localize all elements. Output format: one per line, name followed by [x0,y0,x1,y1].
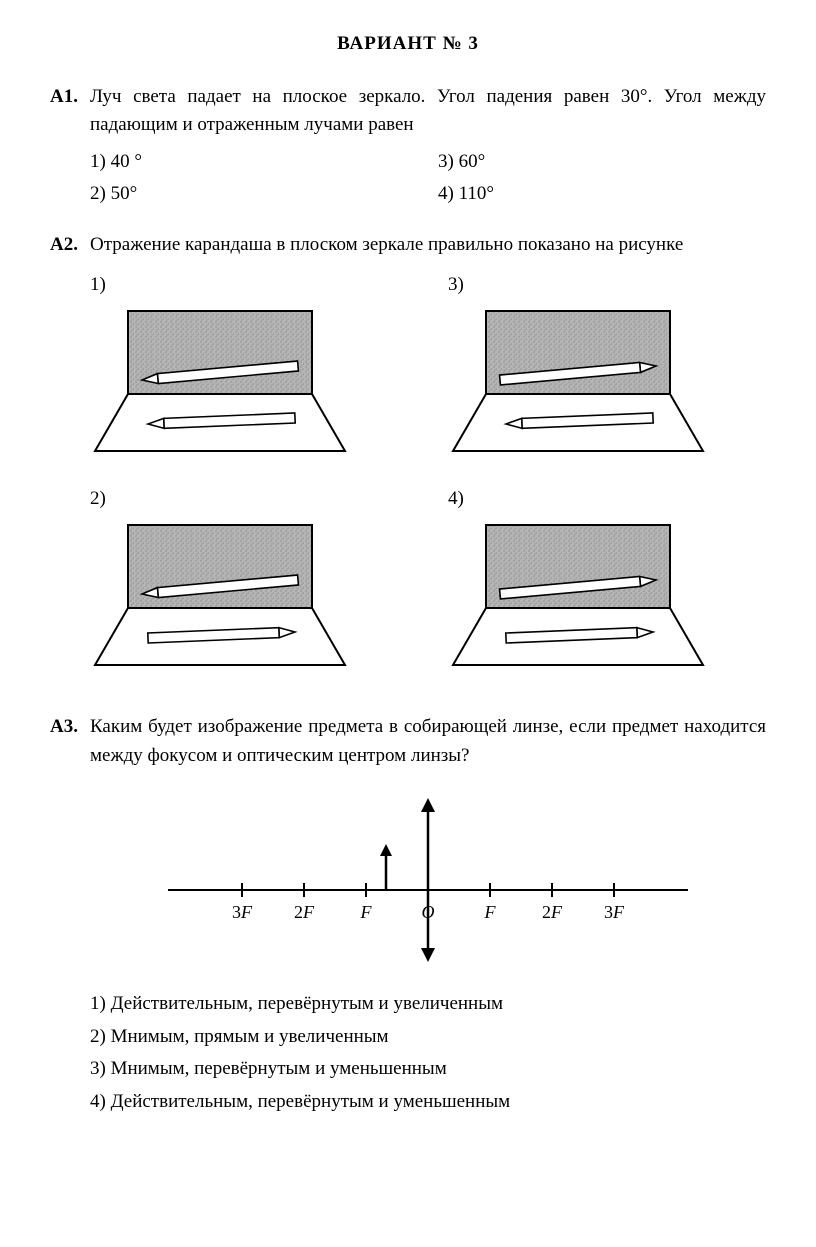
svg-text:F: F [484,902,497,922]
option-a1-2: 2) 50° [90,180,418,209]
svg-text:2F: 2F [294,902,315,922]
option-a1-1: 1) 40 ° [90,148,418,177]
question-a1: А1. Луч света падает на плоское зеркало.… [50,83,766,209]
diagram-a2-1: 1) [90,271,408,465]
page-title: ВАРИАНТ № 3 [50,30,766,59]
option-a3-4: 4) Действительным, перевёрнутым и уменьш… [90,1088,766,1117]
option-a1-4: 4) 110° [438,180,766,209]
svg-text:O: O [422,902,435,922]
diagram-a2-2: 2) [90,485,408,679]
lens-axis-diagram: 3F 2F F O F 2F 3F [148,790,708,970]
options-a3: 1) Действительным, перевёрнутым и увелич… [90,990,766,1116]
diagram-a2-3: 3) [448,271,766,465]
svg-text:3F: 3F [232,902,253,922]
diagram-label-1: 1) [90,271,408,300]
q-text-a1: Луч света падает на плоское зеркало. Уго… [90,83,766,140]
mirror-figure-1 [90,306,350,456]
svg-text:2F: 2F [542,902,563,922]
question-a3: А3. Каким будет изображение предмета в с… [50,713,766,1120]
question-a2: А2. Отражение карандаша в плоском зеркал… [50,231,766,692]
diagram-grid-a2: 1) 3) 2) 4) [90,271,766,679]
svg-text:F: F [360,902,373,922]
diagram-label-4: 4) [448,485,766,514]
option-a3-2: 2) Мнимым, прямым и увеличенным [90,1023,766,1052]
q-label-a2: А2. [50,231,90,260]
diagram-a2-4: 4) [448,485,766,679]
option-a3-1: 1) Действительным, перевёрнутым и увелич… [90,990,766,1019]
option-a3-3: 3) Мнимым, перевёрнутым и уменьшенным [90,1055,766,1084]
option-a1-3: 3) 60° [438,148,766,177]
mirror-figure-2 [90,520,350,670]
options-a1: 1) 40 ° 3) 60° 2) 50° 4) 110° [90,148,766,209]
q-text-a3: Каким будет изображение предмета в собир… [90,713,766,770]
mirror-figure-3 [448,306,708,456]
diagram-label-3: 3) [448,271,766,300]
q-text-a2: Отражение карандаша в плоском зеркале пр… [90,231,766,260]
q-label-a3: А3. [50,713,90,742]
diagram-label-2: 2) [90,485,408,514]
svg-text:3F: 3F [604,902,625,922]
mirror-figure-4 [448,520,708,670]
q-label-a1: А1. [50,83,90,112]
